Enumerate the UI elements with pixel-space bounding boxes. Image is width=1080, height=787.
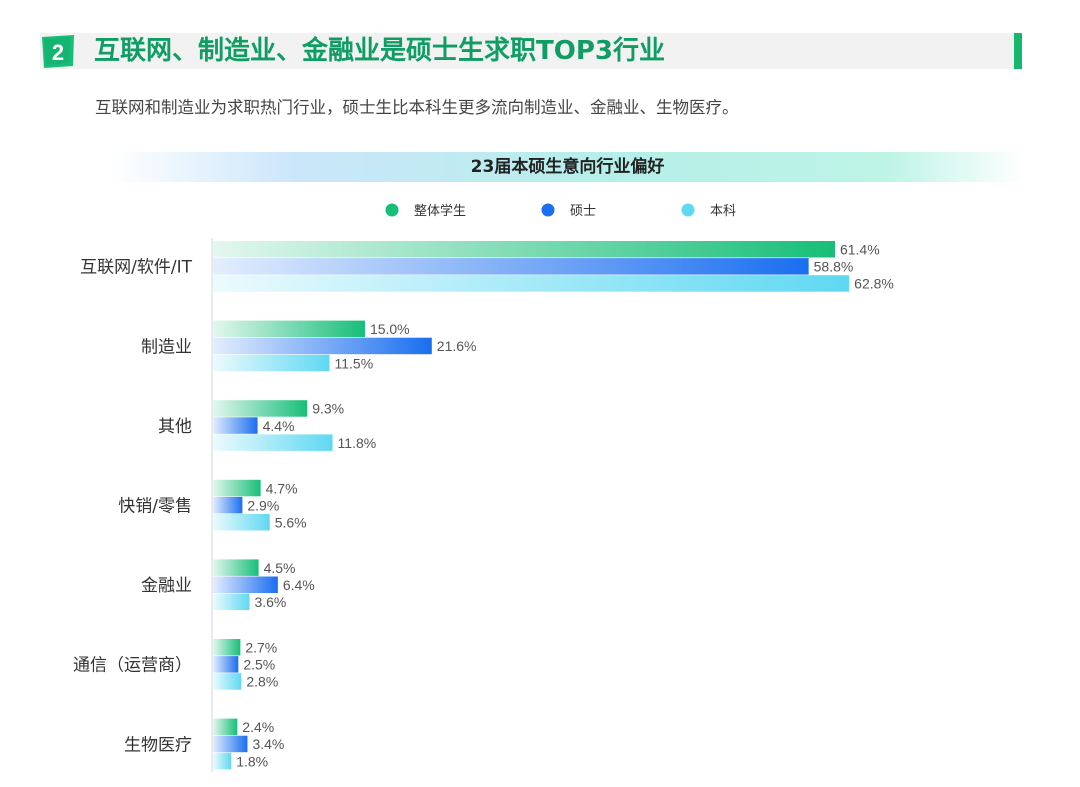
value-label-7-series-2: 3.4% — [252, 736, 284, 752]
chart-bars: 61.4%58.8%62.8% 15.0% 21.6% 11.5% 9.3% 4.4% 11… — [213, 241, 894, 770]
bar-7-series-2 — [213, 735, 248, 753]
bar-3-series-1 — [213, 400, 308, 417]
value-label-1-series-1: 61.4% — [840, 242, 880, 258]
value-label-4-series-1: 4.7% — [266, 480, 298, 496]
value-label-5-series-1: 4.5% — [264, 560, 296, 576]
bar-4-series-3 — [213, 514, 270, 531]
value-label-2-series-2: 21.6% — [437, 338, 477, 354]
bar-6-series-3 — [213, 673, 242, 690]
value-label-3-series-2: 4.4% — [263, 418, 295, 434]
legend-marker-1 — [385, 203, 399, 217]
category-label-4: 快销/零售 — [118, 496, 192, 516]
bar-5-series-2 — [213, 576, 278, 593]
bar-1-series-3 — [213, 275, 850, 292]
bar-5-series-3 — [213, 593, 250, 611]
chart-legend: 整体学生 硕士 本科 — [385, 203, 736, 219]
value-label-5-series-3: 3.6% — [254, 594, 286, 610]
section-number-badge: 2 — [42, 35, 74, 68]
value-label-3-series-1: 9.3% — [312, 401, 344, 417]
value-label-6-series-3: 2.8% — [246, 674, 278, 690]
bar-4-series-2 — [213, 496, 243, 514]
value-label-2-series-1: 15.0% — [370, 321, 410, 337]
value-label-2-series-3: 11.5% — [334, 355, 373, 371]
value-label-7-series-3: 1.8% — [236, 753, 268, 769]
bar-3-series-3 — [213, 434, 333, 451]
category-label-3: 其他 — [158, 417, 192, 437]
page-title: 互联网、制造业、金融业是硕士生求职TOP3行业 — [94, 36, 665, 66]
chart-title: 23届本硕生意向行业偏好 — [470, 157, 665, 177]
bar-6-series-1 — [213, 639, 241, 656]
value-label-3-series-3: 11.8% — [338, 435, 377, 451]
bar-3-series-2 — [213, 417, 258, 434]
category-label-7: 生物医疗 — [124, 735, 192, 755]
legend-marker-3 — [681, 203, 695, 217]
section-header: 2 互联网、制造业、金融业是硕士生求职TOP3行业 — [40, 33, 1022, 69]
legend-label-3: 本科 — [710, 204, 736, 219]
chart-title-band: 23届本硕生意向行业偏好 — [110, 152, 1025, 182]
bar-1-series-2 — [213, 258, 809, 275]
bar-2-series-2 — [213, 337, 432, 355]
value-label-4-series-2: 2.9% — [247, 497, 279, 513]
bar-2-series-1 — [213, 320, 365, 338]
header-accent-bar — [1014, 33, 1022, 69]
bar-1-series-1 — [213, 241, 835, 258]
value-label-4-series-3: 5.6% — [275, 515, 307, 531]
value-label-6-series-2: 2.5% — [243, 657, 275, 673]
legend-label-2: 硕士 — [570, 204, 596, 219]
category-label-2: 制造业 — [141, 337, 192, 357]
value-label-1-series-2: 58.8% — [814, 259, 854, 275]
category-label-6: 通信（运营商） — [73, 656, 192, 676]
value-label-1-series-3: 62.8% — [854, 276, 894, 292]
bar-4-series-1 — [213, 479, 261, 497]
category-label-1: 互联网/软件/IT — [80, 258, 192, 278]
value-label-5-series-2: 6.4% — [283, 577, 315, 593]
category-label-5: 金融业 — [141, 576, 192, 596]
bar-6-series-2 — [213, 656, 239, 673]
value-label-7-series-1: 2.4% — [242, 719, 274, 735]
bar-7-series-3 — [213, 752, 232, 770]
value-label-6-series-1: 2.7% — [245, 640, 277, 656]
page-subtitle: 互联网和制造业为求职热门行业，硕士生比本科生更多流向制造业、金融业、生物医疗。 — [95, 98, 739, 117]
legend-marker-2 — [541, 203, 555, 217]
bar-7-series-1 — [213, 718, 238, 736]
bar-2-series-3 — [213, 354, 330, 372]
legend-label-1: 整体学生 — [414, 203, 466, 219]
badge-number: 2 — [52, 40, 64, 65]
bar-5-series-1 — [213, 559, 259, 576]
